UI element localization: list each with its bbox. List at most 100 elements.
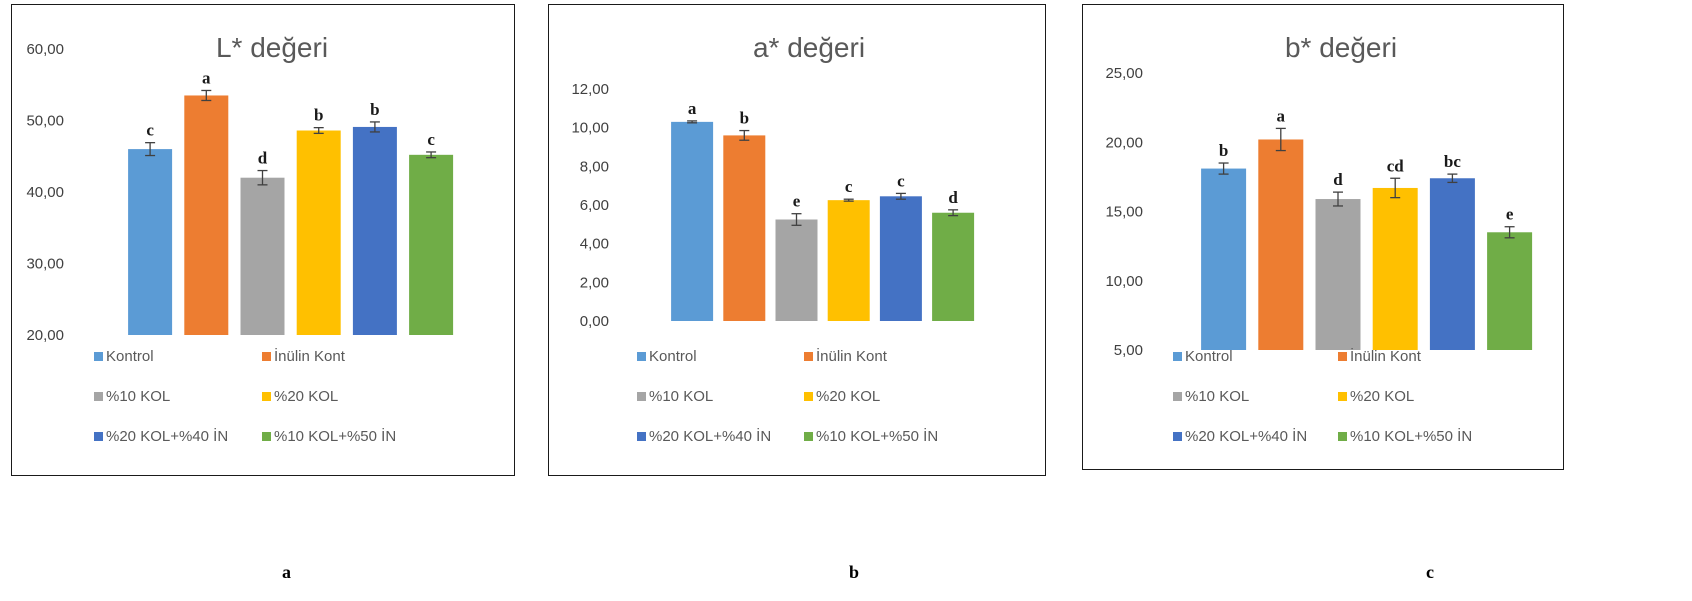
significance-label: a — [688, 99, 697, 118]
bar — [827, 200, 870, 321]
legend-swatch — [94, 392, 103, 401]
y-tick-label: 50,00 — [26, 113, 64, 130]
y-tick-label: 60,00 — [26, 41, 64, 58]
bar — [723, 135, 766, 321]
bar — [1258, 139, 1304, 350]
panel-caption-b: b — [849, 562, 860, 582]
y-tick-label: 40,00 — [26, 184, 64, 201]
legend-swatch — [262, 392, 271, 401]
legend-swatch — [94, 432, 103, 441]
chart-title: a* değeri — [753, 32, 865, 63]
legend-swatch — [94, 352, 103, 361]
bars: a b e c c d — [671, 99, 975, 321]
y-tick-label: 2,00 — [580, 274, 609, 291]
legend-swatch — [262, 352, 271, 361]
bar — [409, 154, 454, 335]
legend-swatch — [804, 392, 813, 401]
legend-label: %20 KOL — [816, 388, 880, 405]
legend-swatch — [1173, 432, 1182, 441]
y-tick-label: 20,00 — [1105, 134, 1143, 151]
y-tick-label: 10,00 — [1105, 273, 1143, 290]
y-axis: 5,00 10,00 15,00 20,00 25,00 — [1105, 65, 1143, 359]
significance-label: b — [370, 100, 379, 119]
significance-label: b — [740, 109, 749, 128]
significance-label: a — [1277, 106, 1286, 125]
chart-a-svg: L* değeri 20,00 30,00 40,00 50,00 60,00 c a d b… — [26, 32, 454, 445]
legend-label: %10 KOL — [1185, 388, 1249, 405]
legend-swatch — [637, 352, 646, 361]
chart-panel-a: L* değeri 20,00 30,00 40,00 50,00 60,00 c a d b… — [11, 4, 515, 476]
panel-caption-a: a — [282, 562, 291, 582]
bar — [128, 149, 173, 335]
legend-swatch — [1173, 392, 1182, 401]
legend-swatch — [637, 392, 646, 401]
legend-label: İnülin Kont — [274, 347, 346, 365]
legend-swatch — [637, 432, 646, 441]
legend-label: %20 KOL+%40 İN — [1185, 427, 1307, 445]
legend-swatch — [1338, 432, 1347, 441]
legend: Kontrol İnülin Kont %10 KOL %20 KOL %20 KOL+… — [637, 347, 938, 445]
chart-title: b* değeri — [1285, 32, 1397, 63]
chart-panel-c: b* değeri 5,00 10,00 15,00 20,00 25,00 b a d cd… — [1082, 4, 1564, 470]
y-tick-label: 25,00 — [1105, 65, 1143, 82]
legend-label: %10 KOL — [106, 388, 170, 405]
legend: Kontrol İnülin Kont %10 KOL %20 KOL %20 KOL+… — [1173, 347, 1472, 445]
panel-caption-c: c — [1426, 562, 1434, 582]
legend-label: Kontrol — [649, 348, 697, 365]
y-tick-label: 8,00 — [580, 158, 609, 175]
legend: Kontrol İnülin Kont %10 KOL %20 KOL %20 KOL+… — [94, 347, 396, 445]
significance-label: c — [146, 121, 154, 140]
chart-panel-b: a* değeri 0,00 2,00 4,00 6,00 8,00 10,00 12,00… — [548, 4, 1046, 476]
legend-swatch — [1338, 352, 1347, 361]
significance-label: cd — [1387, 156, 1405, 175]
y-tick-label: 20,00 — [26, 327, 64, 344]
legend-label: %20 KOL — [1350, 388, 1414, 405]
y-tick-label: 4,00 — [580, 236, 609, 253]
bars: b a d cd bc e — [1201, 106, 1533, 350]
significance-label: a — [202, 68, 211, 87]
bar — [879, 196, 922, 321]
legend-swatch — [262, 432, 271, 441]
bar — [1315, 199, 1361, 350]
legend-label: %20 KOL — [274, 388, 338, 405]
significance-label: c — [845, 177, 853, 196]
y-axis: 20,00 30,00 40,00 50,00 60,00 — [26, 41, 64, 344]
legend-label: İnülin Kont — [1350, 347, 1422, 365]
bars: c a d b b c — [128, 68, 454, 335]
legend-label: %10 KOL — [649, 388, 713, 405]
bar — [1372, 187, 1418, 350]
legend-label: %20 KOL+%40 İN — [649, 427, 771, 445]
bar — [296, 130, 341, 335]
significance-label: b — [314, 106, 323, 125]
y-tick-label: 15,00 — [1105, 204, 1143, 221]
y-tick-label: 0,00 — [580, 313, 609, 330]
legend-swatch — [804, 432, 813, 441]
y-tick-label: 6,00 — [580, 197, 609, 214]
significance-label: d — [1333, 170, 1343, 189]
legend-swatch — [1173, 352, 1182, 361]
legend-label: %20 KOL+%40 İN — [106, 427, 228, 445]
legend-label: %10 KOL+%50 İN — [1350, 427, 1472, 445]
bar — [775, 219, 818, 321]
significance-label: d — [258, 149, 268, 168]
chart-title: L* değeri — [216, 32, 328, 63]
legend-label: %10 KOL+%50 İN — [816, 427, 938, 445]
bar — [184, 95, 229, 335]
bar — [352, 126, 397, 335]
legend-label: %10 KOL+%50 İN — [274, 427, 396, 445]
chart-c-svg: b* değeri 5,00 10,00 15,00 20,00 25,00 b a d cd… — [1105, 32, 1533, 445]
y-tick-label: 30,00 — [26, 256, 64, 273]
significance-label: e — [1506, 205, 1514, 224]
bar — [240, 177, 285, 335]
legend-label: Kontrol — [106, 348, 154, 365]
y-tick-label: 12,00 — [571, 81, 609, 98]
significance-label: c — [427, 130, 435, 149]
chart-b-svg: a* değeri 0,00 2,00 4,00 6,00 8,00 10,00 12,00… — [571, 32, 975, 445]
significance-label: b — [1219, 141, 1228, 160]
significance-label: c — [897, 171, 905, 190]
legend-label: İnülin Kont — [816, 347, 888, 365]
bar — [1487, 232, 1533, 350]
bar — [1429, 178, 1475, 350]
bar — [671, 121, 714, 321]
bar — [1201, 168, 1247, 350]
